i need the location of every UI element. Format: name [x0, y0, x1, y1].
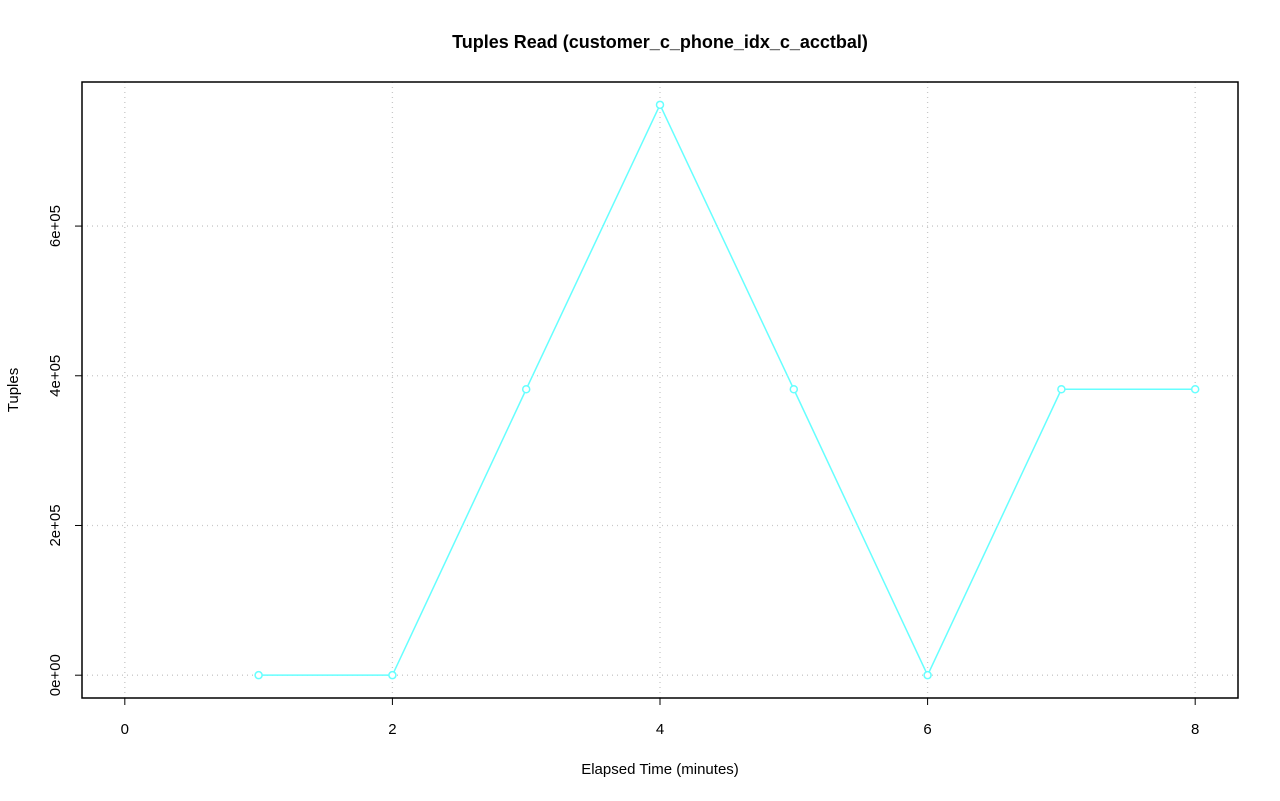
- data-point: [1057, 385, 1066, 394]
- x-tick-label: 4: [656, 721, 664, 738]
- x-tick-label: 6: [923, 721, 931, 738]
- data-line: [258, 103, 1196, 677]
- y-tick-label: 2e+05: [47, 504, 64, 546]
- x-tick-label: 8: [1191, 721, 1199, 738]
- y-axis-label: Tuples: [5, 368, 22, 412]
- plot-frame: [81, 81, 1239, 699]
- data-point: [254, 670, 263, 680]
- data-point: [1190, 385, 1200, 394]
- data-point: [655, 100, 665, 110]
- y-tick-label: 4e+05: [47, 355, 64, 397]
- x-tick-label: 2: [388, 721, 396, 738]
- y-tick-label: 6e+05: [47, 205, 64, 247]
- x-tick-label: 0: [121, 721, 129, 738]
- data-point: [923, 670, 932, 680]
- y-tick-label: 0e+00: [47, 654, 64, 696]
- data-point: [521, 385, 531, 394]
- data-point: [388, 670, 397, 680]
- x-axis-label: Elapsed Time (minutes): [581, 761, 739, 778]
- data-point: [789, 385, 799, 394]
- chart-title: Tuples Read (customer_c_phone_idx_c_acct…: [452, 32, 868, 52]
